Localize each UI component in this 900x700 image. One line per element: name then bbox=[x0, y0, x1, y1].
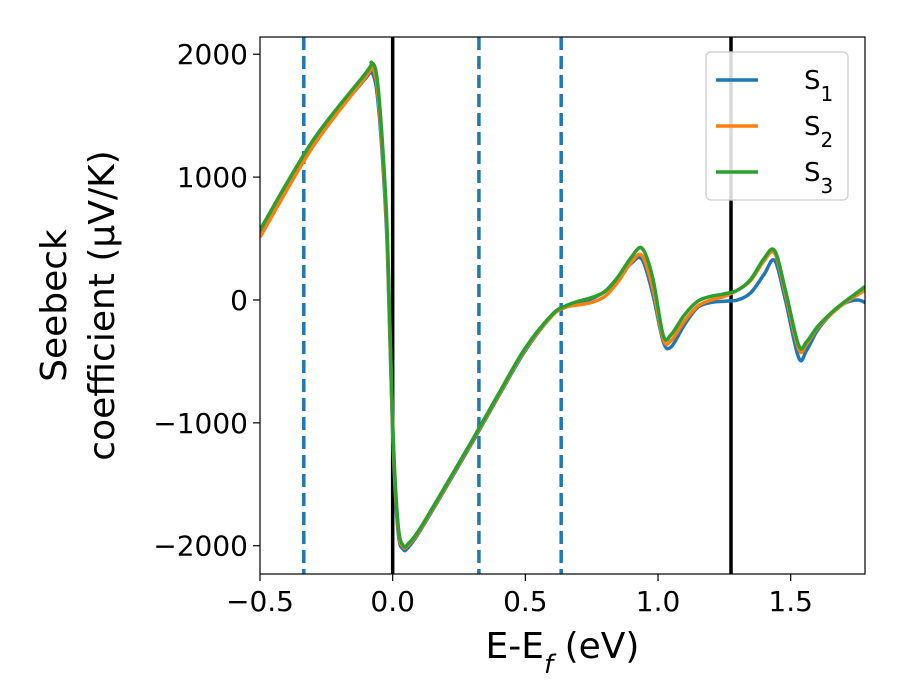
plot-frame bbox=[259, 36, 866, 575]
series-line-s3 bbox=[260, 60, 865, 549]
y-tick-label: 1000 bbox=[177, 161, 248, 194]
x-axis-title: E-Ef (eV) bbox=[486, 626, 640, 680]
x-axis: −0.5 0.0 0.5 1.0 1.5 bbox=[226, 574, 813, 618]
y-axis-title: Seebeck coefficient (μV/K) bbox=[34, 150, 123, 460]
legend-label-s3: S3 bbox=[804, 158, 833, 198]
y-tick-label: 0 bbox=[230, 284, 248, 317]
x-tick-label: −0.5 bbox=[226, 585, 294, 618]
x-tick-label: 0.0 bbox=[370, 585, 415, 618]
y-axis: −2000 −1000 0 1000 2000 bbox=[153, 38, 260, 563]
legend-label-s1: S1 bbox=[804, 66, 833, 106]
y-tick-label: 2000 bbox=[177, 38, 248, 71]
x-tick-label: 0.5 bbox=[503, 585, 548, 618]
y-tick-label: −1000 bbox=[153, 407, 248, 440]
series-lines bbox=[260, 60, 865, 553]
legend-box bbox=[705, 51, 849, 201]
y-axis-title-line2: coefficient (μV/K) bbox=[82, 150, 123, 460]
legend: S1 S2 S3 bbox=[705, 51, 849, 201]
reference-lines bbox=[302, 37, 733, 574]
x-tick-label: 1.0 bbox=[636, 585, 681, 618]
y-axis-title-line1: Seebeck bbox=[34, 229, 75, 382]
legend-label-s2: S2 bbox=[804, 112, 833, 152]
x-tick-label: 1.5 bbox=[768, 585, 813, 618]
y-tick-label: −2000 bbox=[153, 530, 248, 563]
